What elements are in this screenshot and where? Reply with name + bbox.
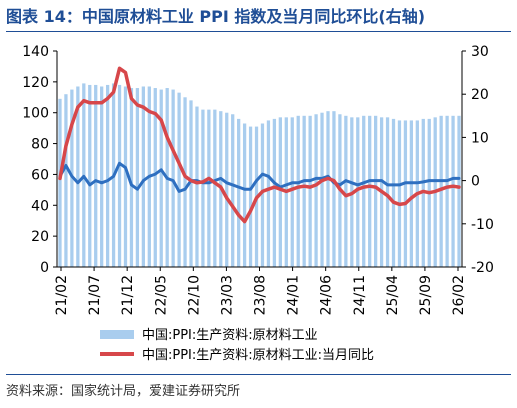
bar (439, 115, 443, 267)
x-tick-label: 24/11 (352, 275, 368, 315)
left-tick-label: 120 (22, 75, 49, 91)
bar (451, 115, 455, 267)
mom-line (58, 161, 461, 193)
bar (159, 89, 163, 267)
bar (183, 97, 187, 268)
bar (290, 117, 294, 267)
bar (135, 88, 140, 268)
bar (409, 120, 414, 267)
bar (332, 111, 336, 268)
bar (248, 126, 253, 267)
bar (457, 115, 461, 267)
bar (296, 115, 300, 267)
left-tick-label: 60 (31, 167, 49, 183)
right-tick-label: 0 (471, 174, 480, 190)
chart: 0 20 40 60 80 100 120 140 -20 -10 0 10 20 30 21/02 21/0… (22, 44, 494, 363)
left-tick-label: 0 (40, 260, 49, 276)
x-tick-label: 23/08 (253, 275, 269, 315)
left-tick-label: 100 (22, 106, 49, 122)
legend: 中国:PPI:生产资料:原材料工业 中国:PPI:生产资料:原材料工业:当月同比 (100, 328, 374, 363)
legend-label-yoy: 中国:PPI:生产资料:原材料工业:当月同比 (142, 348, 374, 363)
bar (171, 89, 175, 267)
left-tick-label: 80 (31, 137, 49, 153)
chart-title: 图表 14：中国原材料工业 PPI 指数及当月同比环比(右轴) (6, 7, 426, 26)
bar (445, 115, 449, 267)
bar (225, 112, 229, 267)
bar (278, 117, 282, 267)
x-tick-label: 21/07 (87, 275, 103, 315)
bar (213, 109, 217, 267)
bar (153, 88, 157, 268)
legend-swatch-bar (100, 330, 134, 339)
bar (391, 118, 396, 267)
left-tick-label: 140 (22, 44, 49, 60)
bar (397, 120, 402, 267)
bar (58, 98, 62, 267)
x-tick-label: 25/09 (418, 275, 434, 315)
bar (195, 106, 199, 268)
left-tick-label: 20 (31, 229, 49, 245)
bar (308, 115, 312, 267)
bar (231, 114, 235, 267)
right-tick-label: -10 (471, 217, 494, 233)
bar (129, 88, 134, 268)
source-note: 资料来源：国家统计局，爱建证券研究所 (6, 384, 241, 399)
bar (94, 84, 98, 267)
x-tick-label: 24/06 (319, 275, 335, 315)
bar (207, 109, 211, 267)
x-tick-label: 22/10 (186, 275, 202, 315)
bar (242, 123, 247, 267)
left-tick-label: 40 (31, 198, 49, 214)
x-tick-label: 24/01 (286, 275, 302, 315)
bar (302, 115, 306, 267)
x-tick-label: 25/04 (385, 275, 401, 315)
bar (76, 86, 80, 267)
bar (141, 86, 145, 267)
bar (64, 94, 68, 267)
right-tick-label: 20 (471, 87, 489, 103)
axes: 0 20 40 60 80 100 120 140 -20 -10 0 10 20 30 21/02 21/0… (22, 44, 494, 315)
bar (374, 115, 378, 267)
bar (272, 118, 277, 267)
bar (201, 109, 205, 267)
bar (260, 123, 265, 267)
bar (403, 120, 408, 267)
right-tick-label: -20 (471, 260, 494, 276)
title-rule (6, 31, 511, 32)
source-rule (6, 374, 511, 375)
bar (314, 114, 318, 267)
bar (362, 115, 366, 267)
right-tick-label: 30 (471, 44, 489, 60)
bar (123, 86, 128, 267)
right-tick-label: 10 (471, 130, 489, 146)
legend-label-bar: 中国:PPI:生产资料:原材料工业 (142, 328, 318, 343)
bar (189, 100, 193, 267)
x-tick-label: 26/02 (451, 275, 467, 315)
line-series (58, 66, 461, 224)
yoy-line (58, 66, 461, 224)
bar (177, 92, 181, 268)
x-tick-label: 23/03 (219, 275, 235, 315)
x-tick-label: 22/05 (153, 275, 169, 315)
bar (266, 120, 271, 267)
bar (356, 117, 360, 267)
bar (344, 115, 348, 267)
bar (88, 84, 92, 267)
bar (320, 112, 324, 267)
x-tick-label: 21/12 (120, 275, 136, 315)
bar (117, 84, 122, 267)
bar (105, 84, 110, 267)
bar (385, 117, 390, 267)
x-tick-label: 21/02 (54, 275, 70, 315)
bar (237, 118, 241, 267)
bar (368, 115, 372, 267)
bar (326, 111, 330, 268)
bar (100, 86, 104, 267)
